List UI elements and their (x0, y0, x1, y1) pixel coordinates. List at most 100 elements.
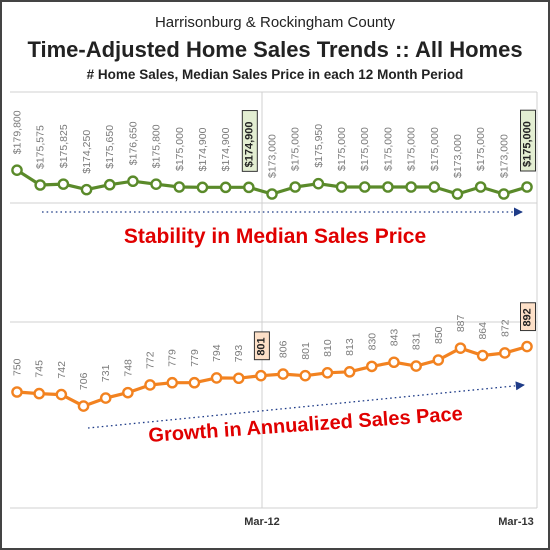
price-value-label: $173,000 (267, 134, 279, 178)
sales-value-label: 813 (344, 338, 356, 356)
sales-value-label: 843 (388, 329, 400, 347)
price-value-label: $175,825 (58, 124, 70, 168)
price-value-label: $175,000 (429, 127, 441, 171)
sales-value-label: 794 (211, 344, 223, 362)
sales-point (166, 376, 179, 389)
sales-value-label: 831 (411, 332, 423, 350)
price-point (335, 181, 348, 193)
sales-point (188, 376, 201, 389)
price-point (57, 178, 70, 190)
price-value-label: $175,000 (475, 127, 487, 171)
price-value-label: $175,800 (151, 124, 163, 168)
price-value-label: $173,000 (498, 134, 510, 178)
sales-point (144, 379, 156, 391)
sales-point (410, 360, 422, 372)
price-value-label: $173,000 (452, 134, 464, 178)
price-point (474, 181, 487, 193)
x-tick-mar-13: Mar-13 (498, 516, 533, 528)
price-point (219, 181, 232, 194)
sales-highlight-label: 801 (255, 337, 267, 355)
price-point (196, 181, 209, 194)
sales-value-label: 742 (56, 361, 68, 379)
price-point (428, 181, 441, 193)
sales-point (499, 347, 511, 359)
price-value-label: $175,000 (382, 127, 394, 171)
price-value-label: $175,950 (313, 124, 325, 168)
sales-value-label: 793 (233, 345, 245, 363)
price-value-label: $175,000 (290, 127, 302, 171)
price-point (382, 181, 394, 193)
price-point (405, 181, 417, 193)
sales-value-label: 779 (189, 349, 201, 367)
price-point (521, 181, 533, 193)
price-highlight-box (241, 110, 258, 172)
sales-point (77, 400, 90, 412)
price-value-label: $175,575 (35, 125, 47, 169)
price-point (312, 177, 325, 190)
sales-chart: 750 745 742 706 731 748 772 779 779 794 793 801 806 8… (11, 302, 536, 429)
sales-value-label: 850 (433, 326, 445, 344)
price-point (127, 175, 139, 188)
sales-value-label: 872 (499, 319, 511, 337)
price-point (266, 188, 278, 200)
price-point (150, 178, 162, 190)
sales-point (11, 386, 23, 398)
sales-value-label: 810 (322, 339, 334, 357)
price-annotation: Stability in Median Sales Price (124, 225, 426, 248)
price-point (11, 164, 23, 176)
price-value-label: $174,900 (197, 127, 209, 171)
price-value-label: $179,800 (12, 110, 24, 154)
price-point (358, 181, 371, 193)
price-value-label: $175,000 (406, 127, 418, 171)
sales-annotation: Growth in Annualized Sales Pace (148, 403, 464, 447)
price-chart: $179,800 $175,575 $175,825 $174,250 $175,650… (11, 109, 536, 217)
price-value-label: $174,900 (220, 127, 232, 171)
sales-point (33, 387, 45, 400)
price-value-label: $174,250 (81, 130, 93, 174)
price-point (80, 183, 93, 196)
sales-point (122, 386, 134, 399)
chart-title: Time-Adjusted Home Sales Trends :: All H… (27, 37, 523, 62)
sales-point (521, 340, 533, 353)
axes-layer (10, 91, 538, 509)
price-value-label: $176,650 (127, 121, 139, 165)
price-point (103, 178, 116, 191)
sales-highlight-box (520, 302, 536, 332)
sales-value-label: 706 (78, 372, 90, 390)
price-point (451, 188, 464, 200)
price-point (289, 181, 301, 193)
price-value-label: $175,650 (104, 125, 116, 169)
sales-point (388, 356, 400, 369)
sales-point (99, 392, 112, 404)
sales-value-label: 864 (477, 322, 489, 340)
price-point (243, 181, 255, 194)
sales-highlight-label: 892 (522, 308, 534, 326)
x-tick-mar-12: Mar-12 (244, 516, 279, 528)
sales-point (343, 366, 356, 378)
sales-value-label: 748 (122, 359, 134, 377)
price-highlight-label: $174,900 (243, 121, 255, 167)
sales-line (16, 345, 528, 408)
chart-subtitle: # Home Sales, Median Sales Price in each… (86, 67, 464, 82)
sales-point (454, 342, 467, 354)
sales-point (365, 360, 378, 373)
sales-point (476, 349, 489, 362)
sales-point (299, 369, 312, 382)
sales-value-label: 745 (34, 360, 46, 378)
sales-point (255, 369, 267, 382)
sales-point (432, 354, 445, 366)
sales-point (321, 366, 334, 379)
price-value-label: $175,000 (359, 127, 371, 171)
price-value-label: $175,000 (174, 127, 186, 171)
price-point (173, 181, 186, 193)
sales-value-label: 772 (145, 351, 157, 369)
sales-point (210, 372, 223, 384)
sales-value-label: 801 (300, 342, 312, 360)
sales-point (232, 372, 245, 385)
sales-value-label: 887 (455, 314, 467, 332)
price-value-label: $175,000 (336, 127, 348, 171)
sales-highlight-box (253, 331, 270, 361)
price-highlight-box (520, 109, 536, 172)
sales-value-label: 731 (100, 364, 112, 382)
